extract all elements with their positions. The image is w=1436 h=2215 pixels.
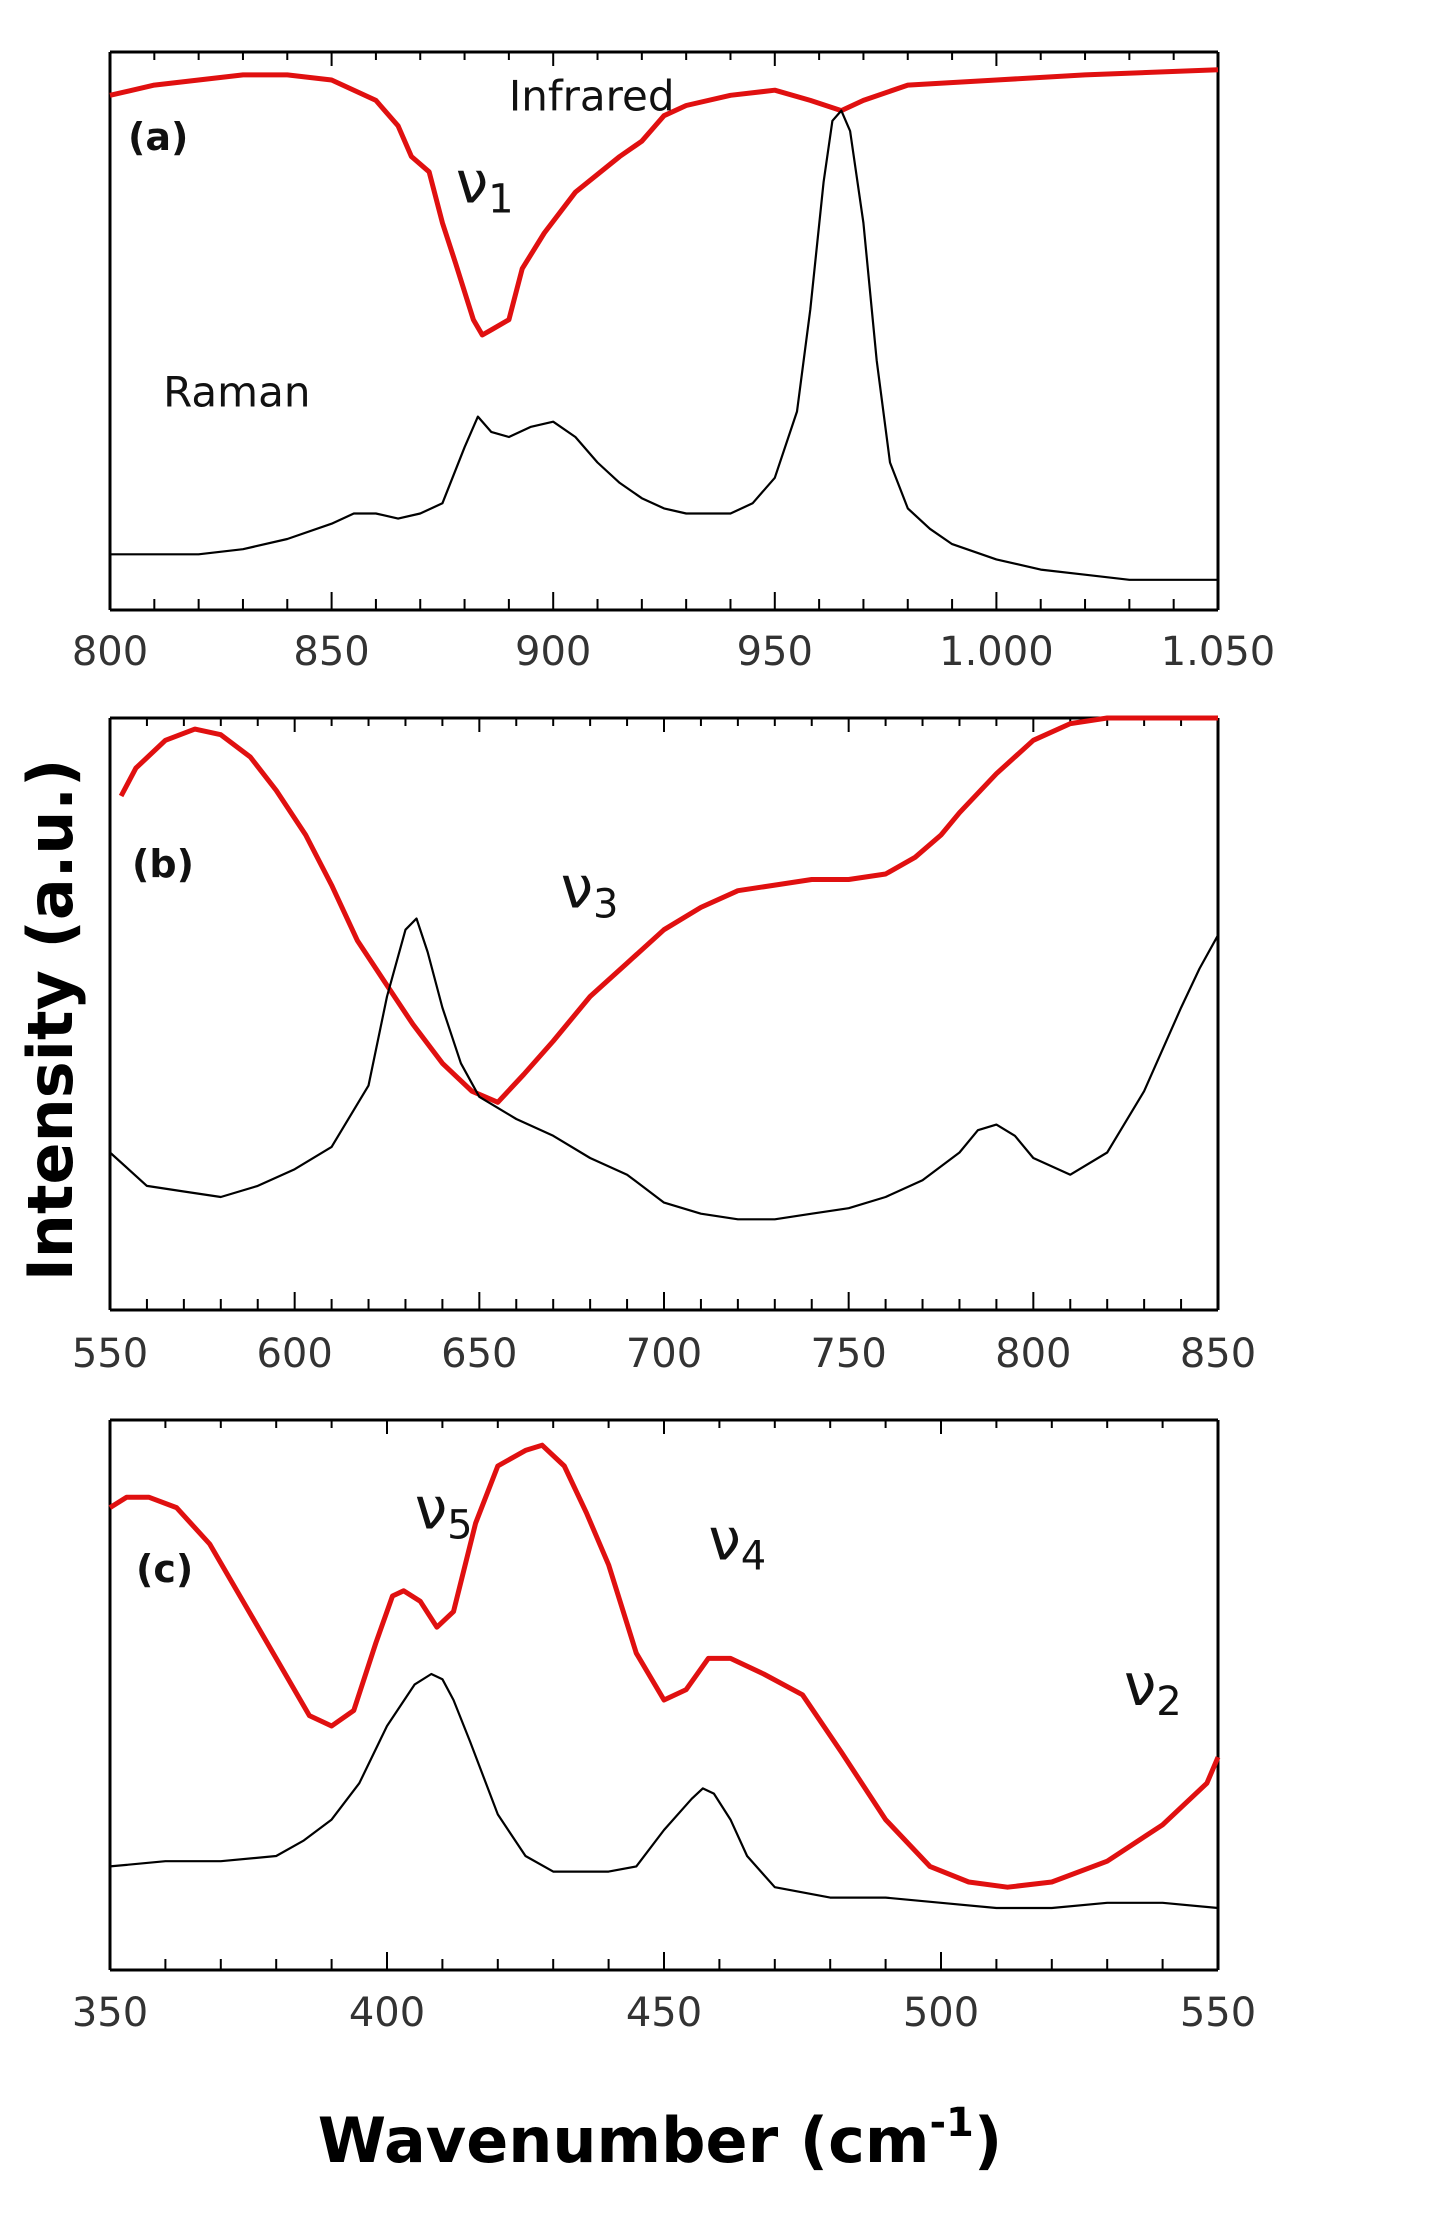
panel-b-tick-label: 650	[441, 1331, 517, 1377]
panel-b-tick-label: 550	[72, 1331, 148, 1377]
panel-c-mode-label-nu4: ν4	[708, 1506, 766, 1580]
x-axis-title: Wavenumber (cm-1)	[318, 2100, 1002, 2177]
panel-a-tick-label: 1.000	[939, 629, 1054, 675]
panel-c-tick-label: 350	[72, 1990, 148, 2036]
x-axis-title-close: )	[974, 2104, 1002, 2177]
x-axis-title-superscript: -1	[929, 2100, 973, 2146]
panel-c-infrared-line	[108, 1442, 1221, 1890]
x-axis-title-text: Wavenumber (cm	[318, 2104, 930, 2177]
panel-b-label: (b)	[132, 842, 194, 886]
panel-b: 550 600 650 700 750 800 850 (b) ν3	[72, 715, 1256, 1377]
panel-c-raman-line	[109, 1672, 1219, 1910]
panel-b-tick-label: 750	[810, 1331, 886, 1377]
panel-b-mode-label-nu3: ν3	[561, 853, 619, 927]
panel-a-mode-label-nu1: ν1	[456, 148, 514, 222]
panel-a: 800 850 900 950 1.000 1.050 (a) Infrared Raman ν1	[72, 50, 1276, 675]
panel-c-tick-label: 450	[626, 1990, 702, 2036]
panel-a-label: (a)	[128, 115, 188, 159]
panel-a-tick-label: 900	[515, 629, 591, 675]
panel-a-annotation-infrared: Infrared	[509, 72, 675, 121]
panel-a-infrared-line	[109, 67, 1219, 338]
panel-a-tick-label: 800	[72, 629, 148, 675]
panel-c: 350 400 450 500 550 (c) ν5 ν4 ν2	[72, 1418, 1256, 2036]
panel-b-tick-label: 700	[626, 1331, 702, 1377]
panel-c-mode-label-nu2: ν2	[1124, 1651, 1182, 1725]
panel-a-annotation-raman: Raman	[163, 367, 310, 416]
panel-c-mode-label-nu5: ν5	[415, 1474, 473, 1548]
panel-c-label: (c)	[136, 1547, 193, 1591]
panel-a-tick-label: 950	[737, 629, 813, 675]
panel-b-infrared-line	[118, 715, 1218, 1105]
y-axis-title: Intensity (a.u.)	[14, 759, 87, 1282]
panel-c-tick-label: 500	[903, 1990, 979, 2036]
panel-a-raman-line	[110, 109, 1218, 581]
panel-c-tick-label: 550	[1180, 1990, 1256, 2036]
panel-b-tick-label: 600	[256, 1331, 332, 1377]
panel-b-raman-line	[109, 917, 1219, 1221]
panel-c-tick-label: 400	[349, 1990, 425, 2036]
panel-b-tick-label: 850	[1180, 1331, 1256, 1377]
panel-a-tick-label: 850	[293, 629, 369, 675]
panel-b-tick-label: 800	[995, 1331, 1071, 1377]
panel-a-tick-label: 1.050	[1161, 629, 1276, 675]
